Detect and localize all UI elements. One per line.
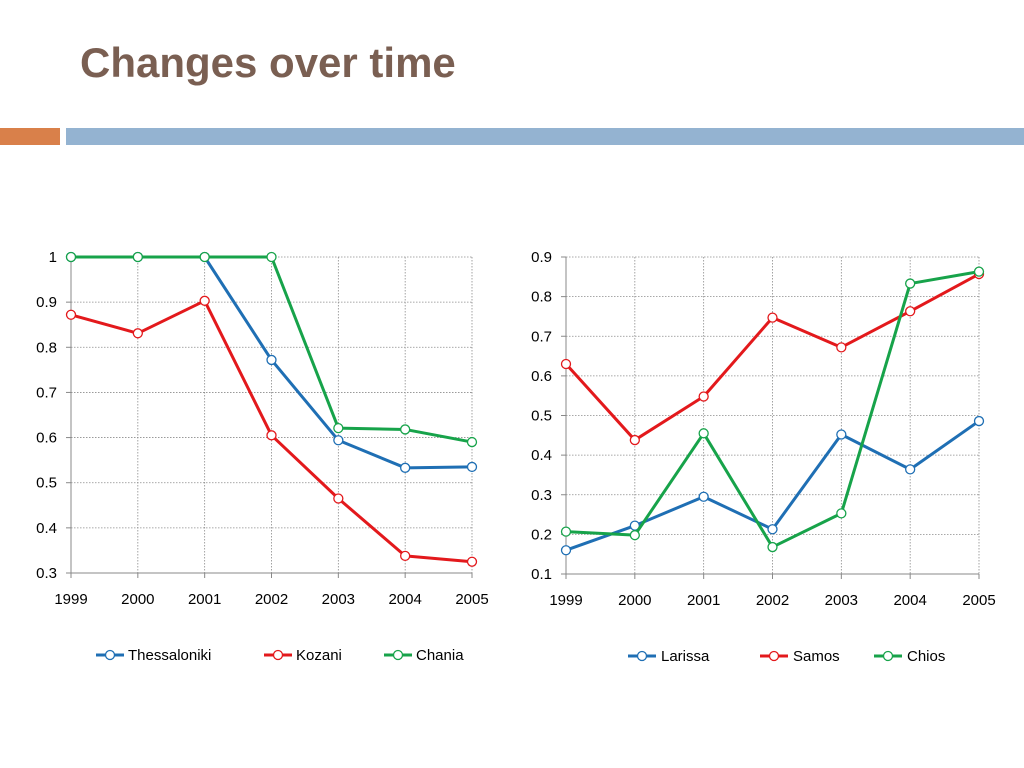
legend-label-larissa: Larissa (661, 648, 710, 665)
x-tick-label: 2001 (188, 591, 221, 608)
data-point-chania (132, 251, 143, 263)
y-tick-label: 0.3 (36, 565, 57, 582)
x-tick-label: 2004 (388, 591, 421, 608)
data-point-kozani (466, 556, 478, 567)
x-tick-label: 2003 (322, 591, 355, 608)
data-point-thessaloniki (466, 461, 478, 473)
accent-bar-orange (0, 128, 60, 145)
y-tick-label: 0.4 (36, 520, 57, 537)
x-tick-label: 2000 (618, 592, 651, 609)
data-point-samos (698, 391, 709, 402)
legend-label-samos: Samos (793, 648, 840, 665)
legend-marker (272, 649, 284, 661)
data-point-larissa (836, 429, 847, 440)
y-tick-label: 0.6 (531, 368, 552, 385)
data-point-larissa (698, 491, 709, 502)
data-point-samos (767, 312, 778, 323)
data-point-chania (266, 251, 277, 263)
data-point-kozani (132, 328, 143, 339)
data-point-chania (65, 251, 77, 263)
y-tick-label: 0.6 (36, 430, 57, 447)
data-point-samos (836, 342, 847, 353)
x-tick-label: 2002 (756, 592, 789, 609)
data-point-kozani (199, 295, 210, 306)
data-point-thessaloniki (266, 354, 277, 366)
data-point-samos (629, 434, 640, 446)
data-point-chania (400, 424, 411, 435)
y-tick-label: 0.4 (531, 447, 552, 464)
data-point-chios (629, 530, 640, 541)
legend-label-thessaloniki: Thessaloniki (128, 647, 211, 664)
legend-label-chania: Chania (416, 647, 464, 664)
data-point-larissa (560, 545, 572, 556)
legend-label-kozani: Kozani (296, 647, 342, 664)
data-point-chios (560, 526, 572, 537)
x-tick-label: 2005 (962, 592, 995, 609)
legend-marker (392, 649, 404, 661)
data-point-kozani (333, 493, 344, 504)
y-tick-label: 0.9 (36, 294, 57, 311)
x-tick-label: 2002 (255, 591, 288, 608)
x-tick-label: 1999 (549, 592, 582, 609)
legend-marker (104, 649, 116, 661)
data-point-chania (333, 422, 344, 434)
x-tick-label: 2004 (893, 592, 926, 609)
legend-marker (768, 650, 780, 662)
y-tick-label: 0.1 (531, 566, 552, 583)
data-point-larissa (973, 415, 985, 427)
y-tick-label: 0.8 (36, 339, 57, 356)
data-point-chios (767, 541, 778, 553)
x-tick-label: 2003 (825, 592, 858, 609)
data-point-chios (973, 266, 985, 277)
x-tick-label: 2000 (121, 591, 154, 608)
x-tick-label: 2005 (455, 591, 488, 608)
y-tick-label: 0.2 (531, 526, 552, 543)
data-point-samos (905, 306, 916, 317)
data-point-larissa (767, 524, 778, 535)
x-tick-label: 1999 (54, 591, 87, 608)
data-point-larissa (905, 464, 916, 475)
data-point-samos (560, 358, 572, 370)
y-tick-label: 1 (49, 249, 57, 266)
data-point-thessaloniki (400, 462, 411, 473)
data-point-chania (199, 251, 210, 263)
slide-title: Changes over time (80, 39, 456, 86)
legend-label-chios: Chios (907, 648, 945, 665)
data-point-chios (698, 428, 709, 439)
legend-marker (882, 650, 894, 662)
x-tick-label: 2001 (687, 592, 720, 609)
y-tick-label: 0.9 (531, 249, 552, 266)
data-point-kozani (65, 309, 77, 320)
y-tick-label: 0.5 (531, 408, 552, 425)
y-tick-label: 0.8 (531, 289, 552, 306)
accent-bar-blue (66, 128, 1024, 145)
y-tick-label: 0.5 (36, 475, 57, 492)
data-point-thessaloniki (333, 435, 344, 446)
data-point-kozani (400, 550, 411, 561)
data-point-chios (836, 508, 847, 519)
data-point-chios (905, 278, 916, 289)
data-point-chania (466, 436, 478, 448)
data-point-kozani (266, 430, 277, 441)
y-tick-label: 0.7 (36, 384, 57, 401)
legend-marker (636, 650, 648, 662)
y-tick-label: 0.3 (531, 487, 552, 504)
y-tick-label: 0.7 (531, 328, 552, 345)
